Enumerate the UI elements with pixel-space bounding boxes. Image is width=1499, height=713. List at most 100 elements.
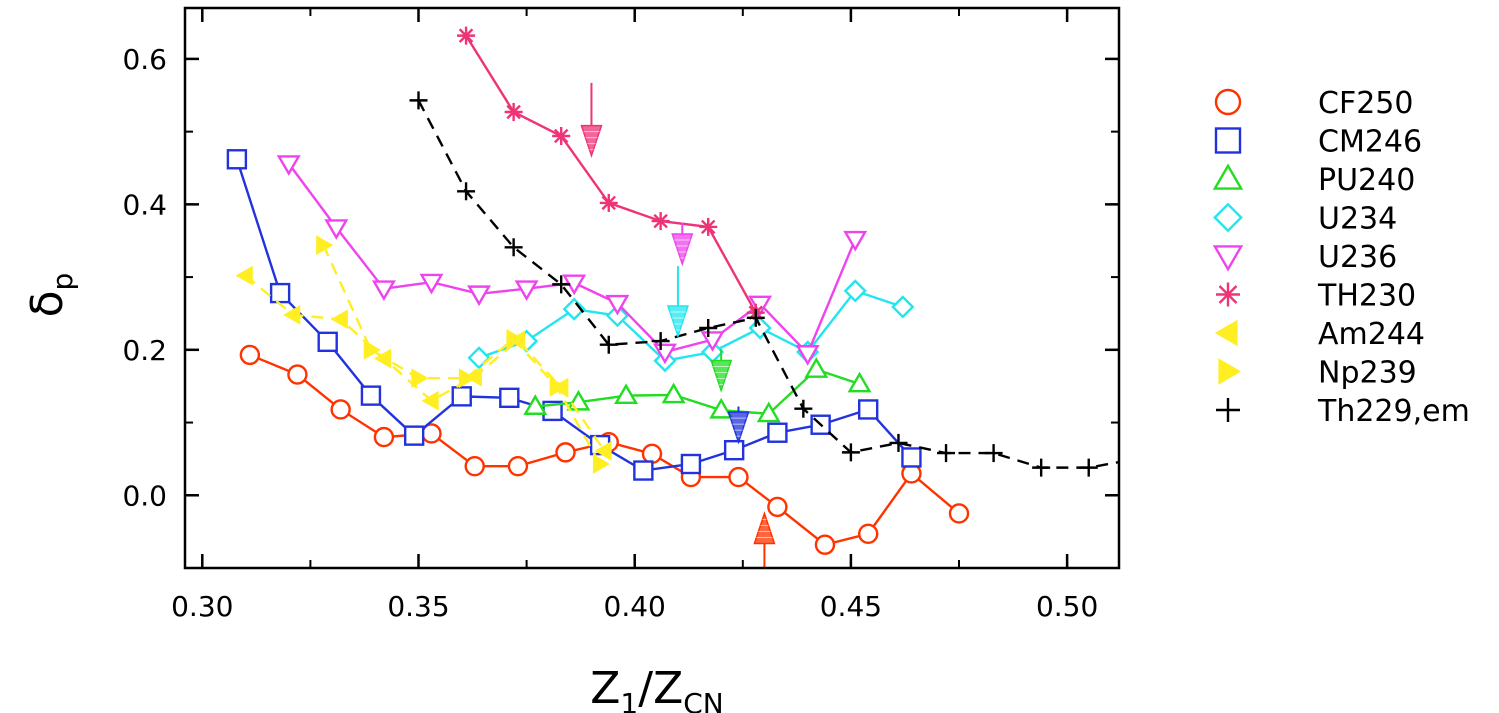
data-point <box>891 295 915 319</box>
series-line <box>465 35 757 314</box>
data-point <box>409 91 428 110</box>
data-point <box>651 332 670 351</box>
data-point <box>633 460 654 481</box>
data-point <box>795 345 820 366</box>
series-line <box>417 99 1119 469</box>
data-point <box>330 309 348 330</box>
data-point <box>287 364 308 385</box>
data-point <box>506 329 524 349</box>
x-axis-label: Z1/ZCN <box>590 663 723 713</box>
arrow-marker <box>666 266 689 339</box>
legend-label: PU240 <box>1318 163 1415 198</box>
data-point <box>680 453 702 475</box>
data-point <box>804 357 829 378</box>
data-point <box>458 368 476 389</box>
x-axis-label-slash: /Z <box>638 663 683 713</box>
data-point <box>324 219 349 240</box>
series-line <box>287 162 857 356</box>
series-line <box>235 158 913 472</box>
legend-item: Th229,em <box>1216 394 1470 429</box>
data-point <box>457 26 476 45</box>
arrow-marker <box>753 511 776 568</box>
arrow-marker <box>710 349 733 393</box>
data-point <box>504 103 523 121</box>
series-th230 <box>457 26 765 322</box>
data-point <box>552 127 571 145</box>
legend-label: CF250 <box>1318 86 1413 121</box>
y-axis-label: δp <box>22 273 79 318</box>
data-point <box>549 377 567 397</box>
data-point <box>464 455 485 477</box>
data-point <box>421 390 439 411</box>
data-point <box>814 534 836 555</box>
x-tick-label: 0.40 <box>604 590 666 623</box>
y-tick-label: 0.4 <box>122 188 167 221</box>
data-point <box>699 217 718 236</box>
data-point <box>858 399 879 420</box>
data-point <box>1214 319 1238 347</box>
data-point <box>889 433 908 452</box>
data-point <box>504 238 523 257</box>
y-axis-label-sub: p <box>46 273 79 291</box>
data-point <box>1032 458 1051 477</box>
data-point <box>984 444 1003 463</box>
data-point <box>451 386 472 407</box>
data-point <box>1079 458 1098 477</box>
data-point <box>330 399 351 420</box>
x-axis-label-main: Z <box>590 663 620 713</box>
data-point <box>276 155 301 176</box>
series-u236 <box>276 155 868 366</box>
y-axis-label-main: δ <box>22 290 73 317</box>
data-point <box>317 331 338 353</box>
data-point <box>843 279 867 303</box>
data-point <box>594 441 612 461</box>
y-tick-label: 0.2 <box>122 334 167 367</box>
data-point <box>1218 358 1242 385</box>
data-point <box>709 397 734 419</box>
data-point <box>841 443 860 462</box>
data-point <box>555 442 576 463</box>
data-point <box>614 383 639 405</box>
arrow-marker <box>727 406 750 445</box>
data-point <box>858 523 879 545</box>
arrow-marker <box>580 82 603 159</box>
data-point <box>283 305 301 325</box>
series-line <box>244 274 606 452</box>
data-point <box>767 422 788 443</box>
legend-item: Np239 <box>1218 356 1417 391</box>
data-point <box>523 394 548 415</box>
data-point <box>599 193 618 212</box>
data-point <box>562 297 586 321</box>
series-th229-em <box>409 91 1145 477</box>
legend-item: PU240 <box>1212 163 1415 198</box>
data-point <box>457 182 476 201</box>
data-point <box>316 235 334 255</box>
data-point <box>1127 450 1145 468</box>
data-point <box>605 304 630 328</box>
legend-label: Th229,em <box>1317 394 1470 429</box>
data-point <box>269 282 291 304</box>
legend-item: U234 <box>1213 202 1397 237</box>
legend-label: Am244 <box>1318 317 1425 352</box>
legend-item: CM246 <box>1214 125 1422 160</box>
data-point <box>419 273 444 295</box>
data-point <box>411 368 429 389</box>
x-tick-label: 0.30 <box>171 590 233 623</box>
series-cf250 <box>239 344 970 555</box>
data-point <box>746 308 765 327</box>
data-point <box>514 280 539 302</box>
data-point <box>599 335 618 354</box>
data-point <box>552 275 571 294</box>
data-point <box>651 212 670 231</box>
legend-label: CM246 <box>1318 125 1422 160</box>
data-point <box>748 316 772 340</box>
series-u234 <box>467 279 915 373</box>
data-point <box>1216 398 1240 422</box>
data-point <box>728 466 749 488</box>
x-tick-label: 0.45 <box>820 590 882 623</box>
legend-item: Am244 <box>1214 317 1425 352</box>
data-point <box>661 382 686 404</box>
data-point <box>374 348 392 369</box>
series-np239 <box>316 235 611 474</box>
legend-item: TH230 <box>1216 279 1416 314</box>
